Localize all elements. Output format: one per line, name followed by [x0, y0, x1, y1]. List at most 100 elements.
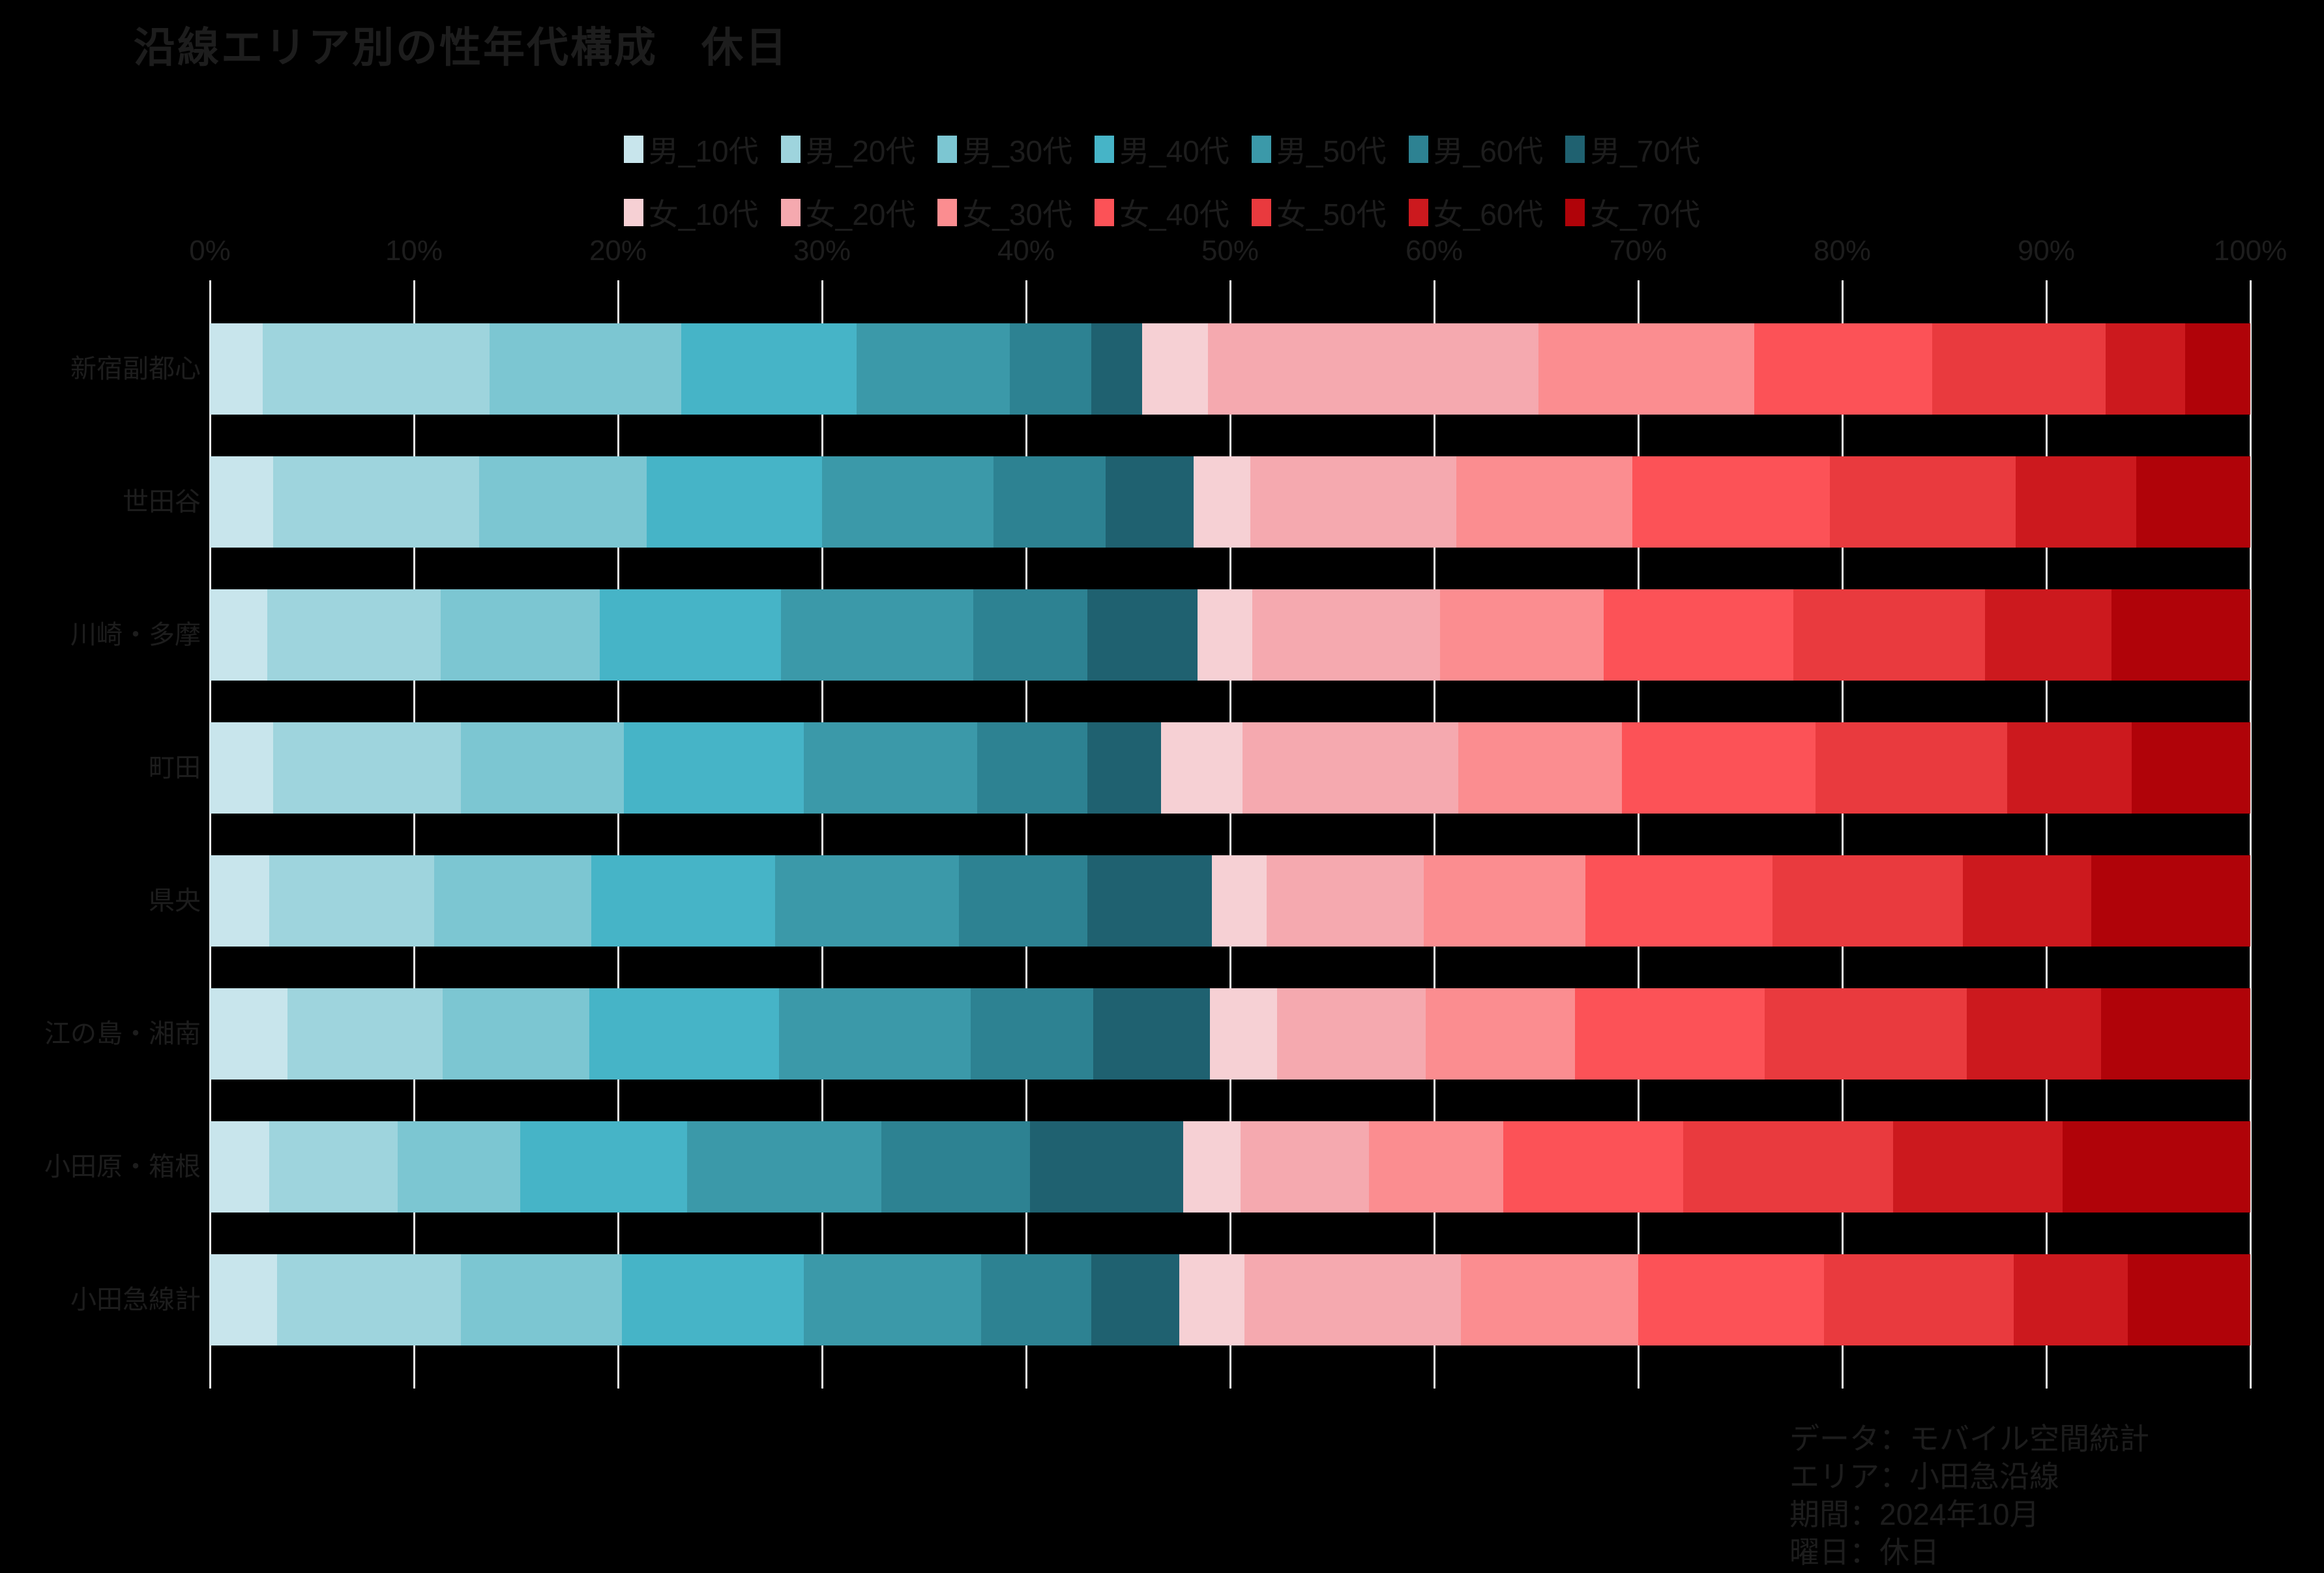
bar-segment	[1087, 589, 1198, 681]
legend-swatch-icon	[1565, 199, 1585, 226]
y-axis-category-label: 小田急線計	[70, 1286, 201, 1314]
gridline	[2249, 280, 2252, 1389]
bar-segment	[1087, 855, 1212, 947]
source-note-period: 期間：2024年10月	[1789, 1497, 2040, 1531]
bar-segment	[973, 589, 1087, 681]
bar-segment	[1621, 722, 1816, 814]
bar-segment	[479, 456, 647, 548]
bar-segment	[1091, 1254, 1179, 1345]
bar-segment	[2184, 323, 2250, 415]
stacked-bar-row	[210, 323, 2250, 415]
gridline	[617, 280, 619, 1389]
bar-segment	[1460, 1254, 1638, 1345]
legend-item: 女_30代	[937, 191, 1072, 234]
bar-segment	[1087, 722, 1161, 814]
bar-segment	[1142, 323, 1208, 415]
bar-segment	[1106, 456, 1194, 548]
gridline	[209, 280, 211, 1389]
bar-segment	[1538, 323, 1755, 415]
legend-swatch-icon	[780, 136, 801, 163]
bar-segment	[993, 456, 1106, 548]
bar-segment	[1932, 323, 2106, 415]
legend-swatch-icon	[623, 136, 643, 163]
bar-segment	[1830, 456, 2016, 548]
legend-item: 女_70代	[1565, 191, 1700, 234]
gridline	[1637, 280, 1640, 1389]
bar-segment	[2101, 988, 2250, 1080]
legend-row-female: 女_10代 女_20代 女_30代 女_40代 女_50代 女_60代 女_70代	[0, 191, 2324, 234]
bar-segment	[803, 722, 977, 814]
bar-segment	[1426, 988, 1575, 1080]
legend-label: 男_30代	[962, 134, 1073, 168]
legend-swatch-icon	[1408, 136, 1428, 163]
stacked-bar-row	[210, 1121, 2250, 1213]
x-axis-tick-label: 40%	[997, 235, 1055, 267]
bar-segment	[1966, 988, 2102, 1080]
bar-segment	[781, 589, 973, 681]
legend-item: 男_30代	[937, 128, 1072, 171]
bar-segment	[1440, 589, 1604, 681]
bar-segment	[774, 855, 959, 947]
legend-swatch-icon	[623, 199, 643, 226]
bar-segment	[1244, 1254, 1461, 1345]
bar-segment	[1683, 1121, 1894, 1213]
stacked-bar-row	[210, 1254, 2250, 1345]
y-axis-category-label: 町田	[149, 754, 201, 782]
bar-segment	[2007, 722, 2132, 814]
bar-segment	[1368, 1121, 1504, 1213]
gridline	[413, 280, 415, 1389]
legend-swatch-icon	[937, 136, 958, 163]
legend-item: 女_20代	[780, 191, 915, 234]
bar-segment	[1772, 855, 1963, 947]
legend-item: 男_20代	[780, 128, 915, 171]
legend-label: 女_60代	[1433, 198, 1544, 231]
bar-segment	[622, 1254, 804, 1345]
legend-label: 女_50代	[1276, 198, 1387, 231]
legend-swatch-icon	[1251, 136, 1271, 163]
bar-segment	[1823, 1254, 2014, 1345]
bar-segment	[977, 722, 1087, 814]
gridline	[1025, 280, 1027, 1389]
source-note-data: データ：モバイル空間統計	[1789, 1422, 2149, 1456]
legend-swatch-icon	[1095, 199, 1115, 226]
bar-segment	[210, 855, 269, 947]
y-axis-category-label: 新宿副都心	[70, 355, 201, 383]
bar-segment	[210, 988, 287, 1080]
x-axis-tick-label: 60%	[1405, 235, 1464, 267]
y-axis-category-label: 江の島・湘南	[44, 1020, 201, 1048]
bar-segment	[687, 1121, 881, 1213]
bar-segment	[591, 855, 775, 947]
bar-segment	[273, 456, 480, 548]
gridline	[821, 280, 823, 1389]
bar-segment	[681, 323, 857, 415]
legend-item: 女_60代	[1408, 191, 1544, 234]
legend-label: 男_60代	[1433, 134, 1544, 168]
bar-segment	[1893, 1121, 2063, 1213]
bar-segment	[599, 589, 782, 681]
bar-segment	[1093, 988, 1210, 1080]
x-axis-tick-label: 10%	[385, 235, 443, 267]
bar-segment	[2091, 855, 2250, 947]
bar-segment	[1091, 323, 1143, 415]
bar-segment	[624, 722, 804, 814]
bar-segment	[1193, 456, 1251, 548]
bar-segment	[2105, 323, 2185, 415]
bar-segment	[460, 722, 625, 814]
bar-segment	[460, 1254, 623, 1345]
bar-segment	[2128, 1254, 2250, 1345]
bar-segment	[269, 855, 435, 947]
bar-segment	[1009, 323, 1092, 415]
bar-segment	[1765, 988, 1967, 1080]
x-axis-tick-label: 30%	[793, 235, 851, 267]
x-axis-tick-label: 50%	[1201, 235, 1259, 267]
x-axis-tick-label: 20%	[589, 235, 647, 267]
legend-row-male: 男_10代 男_20代 男_30代 男_40代 男_50代 男_60代 男_70代	[0, 128, 2324, 171]
x-axis-tick-label: 80%	[1813, 235, 1872, 267]
bar-segment	[1250, 456, 1457, 548]
bar-segment	[1985, 589, 2112, 681]
bar-segment	[1793, 589, 1985, 681]
bar-segment	[1240, 1121, 1369, 1213]
legend-item: 女_40代	[1095, 191, 1229, 234]
legend-swatch-icon	[780, 199, 801, 226]
